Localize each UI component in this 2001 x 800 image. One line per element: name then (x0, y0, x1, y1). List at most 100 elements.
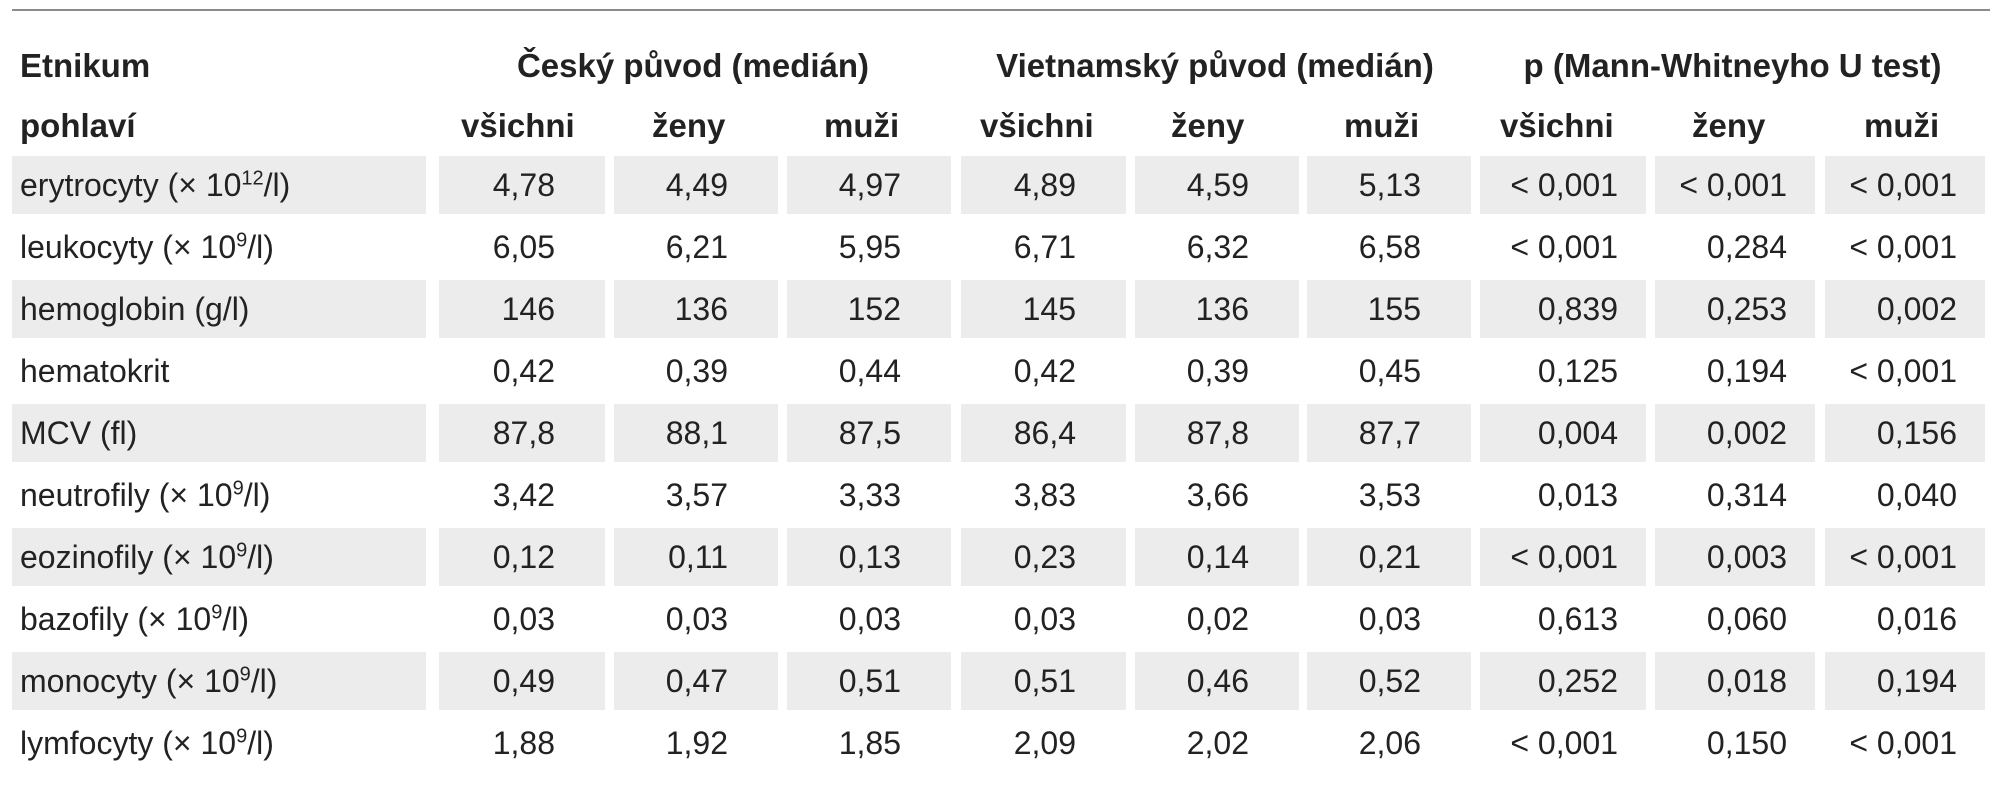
header-row-sex: pohlaví všichni ženy muži všichni ženy m… (12, 96, 1990, 156)
subheader-viet-women: ženy (1171, 107, 1245, 144)
cell-viet-men: 0,03 (1358, 601, 1421, 637)
subheader-czech-men: muži (824, 107, 900, 144)
table-body: erytrocyty (× 1012/l) 4,78 4,49 4,97 4,89 4,5… (12, 156, 1990, 776)
row-label-text: neutrofily (× 10 (20, 477, 233, 513)
row-label: eozinofily (× 109/l) (12, 528, 426, 586)
cell-czech-all: 0,03 (492, 601, 555, 637)
table-row: hematokrit 0,42 0,39 0,44 0,42 0,39 0,45 0,125 0… (12, 342, 1990, 404)
cell-viet-women: 6,32 (1186, 229, 1249, 265)
cell-p-women: 0,018 (1655, 652, 1815, 710)
cell-czech-all: 1,88 (492, 725, 555, 761)
cell-p-all: 0,004 (1480, 404, 1646, 462)
cell-p-men: < 0,001 (1849, 725, 1957, 761)
cell-viet-all: 0,51 (961, 652, 1126, 710)
row-label-exponent: 9 (239, 663, 251, 686)
cell-viet-women: 4,59 (1135, 156, 1299, 214)
cell-czech-men: 4,97 (787, 156, 951, 214)
cell-czech-men: 0,44 (838, 353, 901, 389)
cell-czech-all: 0,12 (439, 528, 605, 586)
cell-p-men: 0,194 (1825, 652, 1985, 710)
row-label-exponent: 9 (236, 229, 248, 252)
row-label-text: hemoglobin (g/l) (20, 291, 250, 327)
cell-viet-all: 2,09 (1013, 725, 1076, 761)
cell-viet-men: 5,13 (1307, 156, 1471, 214)
cell-p-women: 0,150 (1706, 725, 1787, 761)
cell-p-men: < 0,001 (1825, 156, 1985, 214)
cell-p-all: < 0,001 (1510, 229, 1618, 265)
header-pohlavi: pohlaví (20, 107, 136, 144)
row-label-text: leukocyty (× 10 (20, 229, 237, 265)
cell-czech-all: 0,42 (492, 353, 555, 389)
cell-p-all: < 0,001 (1510, 725, 1618, 761)
row-label-unit: /l) (263, 167, 291, 203)
row-label-unit: /l) (247, 539, 274, 575)
cell-czech-men: 0,03 (838, 601, 901, 637)
cell-p-women: 0,284 (1706, 229, 1787, 265)
row-label: lymfocyty (× 109/l) (12, 714, 426, 772)
cell-p-women: 0,003 (1655, 528, 1815, 586)
cell-czech-women: 136 (614, 280, 778, 338)
table-row: bazofily (× 109/l) 0,03 0,03 0,03 0,03 0,02 0,… (12, 590, 1990, 652)
row-label-exponent: 9 (232, 477, 244, 500)
row-label-text: MCV (fl) (20, 415, 138, 451)
cell-viet-all: 145 (961, 280, 1126, 338)
row-label: leukocyty (× 109/l) (12, 218, 426, 276)
cell-p-all: 0,252 (1480, 652, 1646, 710)
table-row: lymfocyty (× 109/l) 1,88 1,92 1,85 2,09 2,02 2… (12, 714, 1990, 776)
cell-viet-women: 0,14 (1135, 528, 1299, 586)
row-label-exponent: 9 (236, 539, 248, 562)
cell-p-men: < 0,001 (1849, 229, 1957, 265)
cell-p-all: 0,125 (1537, 353, 1618, 389)
table-row: leukocyty (× 109/l) 6,05 6,21 5,95 6,71 6,32 6… (12, 218, 1990, 280)
cell-p-women: 0,253 (1655, 280, 1815, 338)
top-rule (12, 9, 1990, 11)
cell-p-women: 0,060 (1706, 601, 1787, 637)
results-table: Etnikum Český původ (medián) Vietnamský … (12, 36, 1990, 776)
row-label-unit: /l) (250, 663, 278, 699)
cell-viet-women: 0,46 (1135, 652, 1299, 710)
cell-p-women: 0,002 (1655, 404, 1815, 462)
cell-czech-men: 1,85 (838, 725, 901, 761)
cell-czech-men: 0,51 (787, 652, 951, 710)
cell-viet-men: 0,21 (1307, 528, 1471, 586)
row-label-text: monocyty (× 10 (20, 663, 240, 699)
cell-czech-all: 87,8 (439, 404, 605, 462)
subheader-p-men: muži (1864, 107, 1940, 144)
cell-viet-men: 87,7 (1307, 404, 1471, 462)
row-label: bazofily (× 109/l) (12, 590, 426, 648)
row-label-exponent: 12 (241, 167, 264, 190)
cell-czech-women: 4,49 (614, 156, 778, 214)
table-row: erytrocyty (× 1012/l) 4,78 4,49 4,97 4,89 4,5… (12, 156, 1990, 218)
cell-p-men: 0,156 (1825, 404, 1985, 462)
cell-viet-all: 0,23 (961, 528, 1126, 586)
subheader-czech-all: všichni (461, 107, 575, 144)
subheader-czech-women: ženy (652, 107, 726, 144)
cell-p-men: 0,040 (1876, 477, 1957, 513)
cell-p-all: 0,013 (1537, 477, 1618, 513)
cell-p-all: 0,839 (1480, 280, 1646, 338)
cell-czech-women: 0,11 (614, 528, 778, 586)
header-group-p-value: p (Mann-Whitneyho U test) (1523, 47, 1942, 84)
cell-czech-men: 5,95 (838, 229, 901, 265)
row-label-unit: /l) (247, 725, 274, 761)
cell-viet-all: 4,89 (961, 156, 1126, 214)
cell-p-men: 0,016 (1876, 601, 1957, 637)
row-label: hematokrit (12, 342, 426, 400)
cell-p-all: < 0,001 (1480, 528, 1646, 586)
cell-czech-women: 3,57 (665, 477, 728, 513)
cell-czech-women: 88,1 (614, 404, 778, 462)
cell-viet-women: 3,66 (1186, 477, 1249, 513)
cell-viet-all: 0,42 (1013, 353, 1076, 389)
subheader-p-women: ženy (1692, 107, 1766, 144)
subheader-viet-men: muži (1344, 107, 1420, 144)
row-label-text: erytrocyty (× 10 (20, 167, 242, 203)
cell-czech-all: 146 (439, 280, 605, 338)
cell-viet-men: 0,45 (1358, 353, 1421, 389)
cell-czech-all: 3,42 (492, 477, 555, 513)
cell-viet-all: 0,03 (1013, 601, 1076, 637)
table-row: MCV (fl) 87,8 88,1 87,5 86,4 87,8 87,7 0,004 0,0… (12, 404, 1990, 466)
cell-viet-men: 155 (1307, 280, 1471, 338)
cell-czech-women: 1,92 (665, 725, 728, 761)
cell-czech-women: 0,47 (614, 652, 778, 710)
cell-czech-women: 0,39 (665, 353, 728, 389)
